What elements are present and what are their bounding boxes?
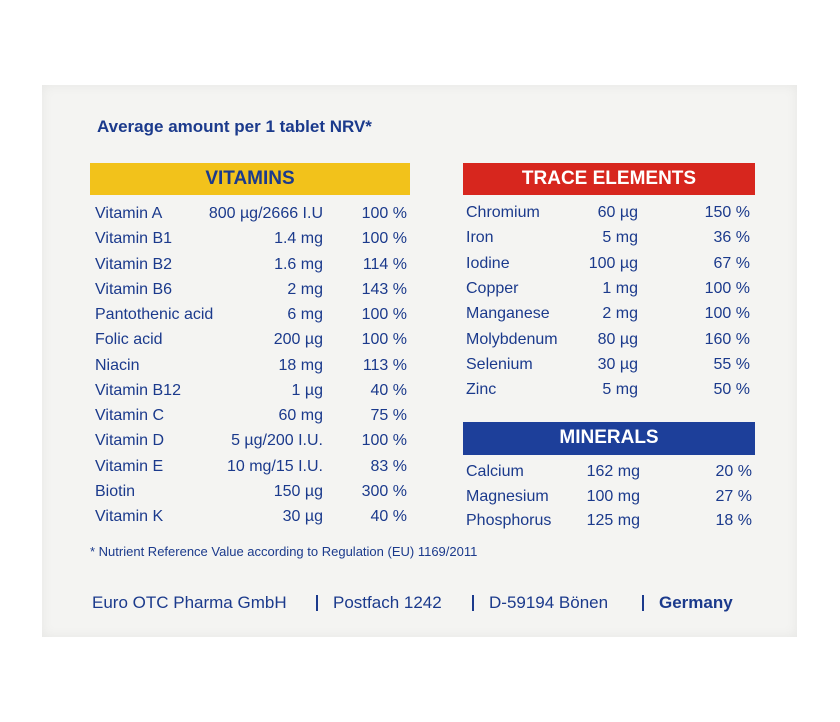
nutrient-nrv: 100 % [361, 306, 407, 323]
postbox: Postfach 1242 [333, 593, 442, 612]
nutrient-name: Molybdenum [466, 330, 558, 348]
nutrient-name: Chromium [466, 204, 540, 221]
nutrient-nrv: 55 % [713, 355, 750, 373]
nutrient-amount: 150 µg [273, 482, 323, 500]
nutrient-nrv: 113 % [362, 356, 407, 374]
separator [642, 595, 644, 611]
nutrient-name: Vitamin C [95, 407, 165, 424]
separator [316, 595, 318, 611]
nutrient-name: Copper [466, 279, 519, 297]
nutrient-amount: 5 mg [602, 229, 638, 247]
nutrient-amount: 800 µg/2666 I.U [208, 205, 323, 222]
nutrient-nrv: 300 % [361, 482, 407, 500]
nutrient-amount: 60 mg [278, 407, 323, 424]
nutrient-nrv: 100 % [361, 205, 407, 222]
nutrient-amount: 162 mg [586, 463, 640, 480]
nutrient-nrv: 20 % [715, 463, 752, 480]
country: Germany [659, 593, 733, 612]
nutrient-name: Manganese [466, 305, 550, 323]
minerals-heading: MINERALS [559, 427, 659, 448]
minerals-header-bar [463, 422, 755, 455]
nutrient-name: Iodine [466, 254, 510, 272]
separator [472, 595, 474, 611]
nutrient-nrv: 100 % [704, 305, 750, 323]
nutrient-amount: 18 mg [278, 356, 323, 374]
nutrient-amount: 100 µg [588, 254, 638, 272]
nutrient-name: Magnesium [466, 487, 549, 505]
nutrient-nrv: 100 % [704, 279, 750, 297]
nutrient-amount: 1.6 mg [274, 255, 323, 273]
nutrient-nrv: 83 % [370, 457, 407, 475]
vitamins-header-bar [90, 163, 410, 195]
nutrient-nrv: 160 % [704, 330, 750, 348]
nutrient-amount: 2 mg [602, 305, 638, 323]
nutrient-name: Vitamin K [95, 508, 164, 525]
nutrient-nrv: 150 % [704, 204, 750, 221]
nutrient-amount: 200 µg [273, 331, 323, 349]
trace-header-bar [463, 163, 755, 195]
nutrient-amount: 30 µg [282, 508, 323, 525]
nutrient-name: Niacin [95, 356, 140, 374]
nutrient-name: Folic acid [95, 331, 163, 349]
nutrient-name: Vitamin B2 [95, 255, 173, 273]
nutrient-name: Vitamin B6 [95, 280, 173, 298]
title: Average amount per 1 tablet NRV* [97, 117, 372, 136]
nutrient-name: Vitamin B12 [95, 381, 181, 399]
nutrient-nrv: 27 % [715, 487, 752, 505]
nutrient-name: Selenium [466, 355, 533, 373]
nutrient-nrv: 40 % [370, 381, 407, 399]
nutrient-nrv: 114 % [362, 255, 407, 273]
nutrient-nrv: 75 % [370, 407, 407, 424]
nutrient-amount: 80 µg [597, 330, 638, 348]
footnote: * Nutrient Reference Value according to … [90, 544, 478, 559]
nutrient-amount: 1.4 mg [274, 230, 323, 248]
nutrient-nrv: 40 % [370, 508, 407, 525]
address: D-59194 Bönen [489, 593, 609, 612]
nutrient-nrv: 100 % [361, 230, 407, 248]
nutrient-amount: 100 mg [586, 487, 640, 505]
nutrient-name: Pantothenic acid [95, 306, 214, 323]
nutrient-amount: 6 mg [287, 306, 323, 323]
nutrient-amount: 2 mg [287, 280, 323, 298]
nutrient-name: Vitamin D [95, 432, 165, 450]
nutrient-nrv: 67 % [713, 254, 750, 272]
trace-heading: TRACE ELEMENTS [521, 168, 697, 189]
nutrient-name: Zinc [466, 381, 497, 399]
nutrient-name: Vitamin E [95, 457, 164, 475]
nutrient-name: Iron [466, 229, 494, 247]
nutrient-amount: 30 µg [597, 355, 638, 373]
nutrient-nrv: 100 % [361, 432, 407, 450]
nutrient-nrv: 18 % [715, 512, 752, 529]
vitamins-heading: VITAMINS [205, 168, 295, 189]
nutrient-amount: 1 µg [291, 381, 323, 399]
nutrient-amount: 10 mg/15 I.U. [226, 457, 323, 475]
nutrient-amount: 125 mg [586, 512, 640, 529]
nutrient-nrv: 50 % [713, 381, 750, 399]
nutrient-name: Biotin [95, 482, 136, 500]
nutrient-nrv: 36 % [713, 229, 750, 247]
company: Euro OTC Pharma GmbH [92, 593, 287, 612]
nutrient-amount: 5 µg/200 I.U. [231, 432, 323, 450]
nutrient-amount: 5 mg [602, 381, 638, 399]
nutrient-amount: 60 µg [597, 204, 638, 221]
nutrient-nrv: 143 % [361, 280, 407, 298]
nutrient-nrv: 100 % [361, 331, 407, 349]
nutrient-name: Calcium [466, 463, 524, 480]
nutrient-name: Vitamin B1 [95, 230, 173, 248]
nutrient-amount: 1 mg [602, 279, 638, 297]
nutrient-name: Phosphorus [466, 512, 552, 529]
nutrient-name: Vitamin A [95, 205, 163, 222]
